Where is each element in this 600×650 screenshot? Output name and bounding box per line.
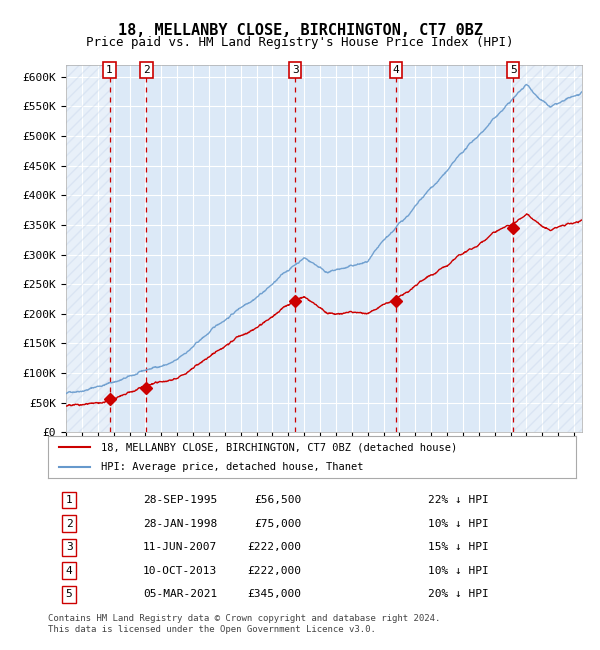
Text: £345,000: £345,000 bbox=[247, 590, 301, 599]
Text: 22% ↓ HPI: 22% ↓ HPI bbox=[428, 495, 489, 505]
Text: 11-JUN-2007: 11-JUN-2007 bbox=[143, 542, 217, 552]
Text: 2: 2 bbox=[143, 65, 150, 75]
Text: 10-OCT-2013: 10-OCT-2013 bbox=[143, 566, 217, 576]
Text: 2: 2 bbox=[66, 519, 73, 528]
Text: 3: 3 bbox=[66, 542, 73, 552]
Text: 1: 1 bbox=[106, 65, 113, 75]
Text: Price paid vs. HM Land Registry's House Price Index (HPI): Price paid vs. HM Land Registry's House … bbox=[86, 36, 514, 49]
Text: 10% ↓ HPI: 10% ↓ HPI bbox=[428, 566, 489, 576]
Text: 5: 5 bbox=[66, 590, 73, 599]
Text: Contains HM Land Registry data © Crown copyright and database right 2024.
This d: Contains HM Land Registry data © Crown c… bbox=[48, 614, 440, 634]
Text: 05-MAR-2021: 05-MAR-2021 bbox=[143, 590, 217, 599]
Text: HPI: Average price, detached house, Thanet: HPI: Average price, detached house, Than… bbox=[101, 462, 364, 472]
Text: £56,500: £56,500 bbox=[254, 495, 301, 505]
Text: 5: 5 bbox=[510, 65, 517, 75]
Text: 1: 1 bbox=[66, 495, 73, 505]
Text: 20% ↓ HPI: 20% ↓ HPI bbox=[428, 590, 489, 599]
Text: £222,000: £222,000 bbox=[247, 542, 301, 552]
Text: 3: 3 bbox=[292, 65, 299, 75]
Text: 18, MELLANBY CLOSE, BIRCHINGTON, CT7 0BZ: 18, MELLANBY CLOSE, BIRCHINGTON, CT7 0BZ bbox=[118, 23, 482, 38]
Text: 15% ↓ HPI: 15% ↓ HPI bbox=[428, 542, 489, 552]
Text: 28-SEP-1995: 28-SEP-1995 bbox=[143, 495, 217, 505]
Text: 10% ↓ HPI: 10% ↓ HPI bbox=[428, 519, 489, 528]
Bar bbox=[295, 65, 396, 432]
Text: 4: 4 bbox=[66, 566, 73, 576]
Bar bbox=[66, 65, 110, 432]
Bar bbox=[110, 65, 146, 432]
Text: 28-JAN-1998: 28-JAN-1998 bbox=[143, 519, 217, 528]
Text: £222,000: £222,000 bbox=[247, 566, 301, 576]
Text: 18, MELLANBY CLOSE, BIRCHINGTON, CT7 0BZ (detached house): 18, MELLANBY CLOSE, BIRCHINGTON, CT7 0BZ… bbox=[101, 443, 457, 452]
Text: 4: 4 bbox=[392, 65, 399, 75]
Bar bbox=[513, 65, 582, 432]
Text: £75,000: £75,000 bbox=[254, 519, 301, 528]
